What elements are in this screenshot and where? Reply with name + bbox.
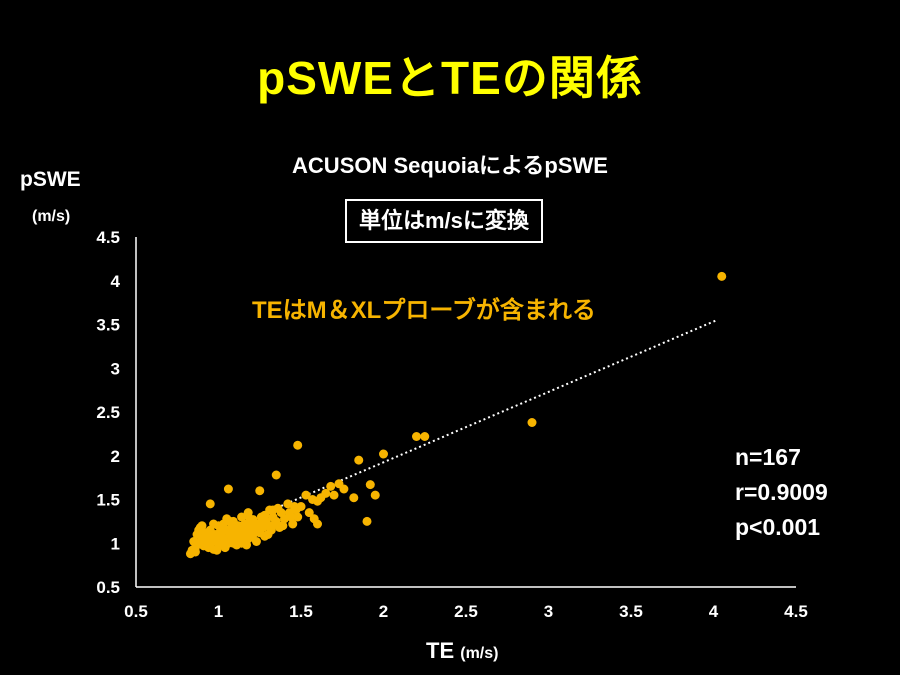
data-point (232, 523, 242, 532)
x-tick-label: 1.5 (289, 602, 313, 621)
data-point (288, 519, 298, 529)
slide-title: pSWEとTEの関係 (257, 52, 643, 104)
x-tick-label: 2.5 (454, 602, 478, 621)
data-point (242, 540, 252, 550)
data-point (205, 499, 215, 509)
data-point (255, 486, 265, 496)
y-tick-label: 1 (111, 534, 120, 553)
x-tick-label: 2 (379, 602, 388, 621)
data-point (190, 547, 200, 557)
probe-note: TEはM＆XLプローブが含まれる (252, 297, 596, 324)
data-point (412, 432, 421, 441)
data-point (321, 488, 331, 498)
data-point (362, 516, 372, 526)
data-point (296, 502, 306, 511)
x-axis-unit: (m/s) (460, 645, 499, 662)
data-point (293, 512, 303, 522)
unit-conversion-box: 単位はm/sに変換 (345, 199, 543, 243)
data-point (218, 525, 228, 535)
data-points (185, 271, 727, 559)
y-axis-label: pSWE (20, 168, 81, 191)
data-point (293, 440, 303, 450)
data-point (420, 432, 430, 441)
data-point (301, 490, 311, 500)
data-point (313, 519, 322, 529)
data-point (240, 530, 250, 539)
data-point (260, 510, 270, 520)
data-point (263, 530, 273, 539)
data-point (245, 514, 255, 524)
x-tick-label: 3 (544, 602, 553, 621)
data-point (365, 480, 375, 490)
y-tick-label: 2 (111, 447, 120, 466)
data-point (326, 481, 336, 491)
x-axis-label: TE (m/s) (426, 638, 498, 664)
data-point (204, 543, 214, 553)
y-tick-label: 4.5 (96, 228, 120, 247)
data-point (271, 470, 281, 480)
x-tick-label: 4.5 (784, 602, 808, 621)
x-tick-label: 3.5 (619, 602, 643, 621)
data-point (194, 525, 204, 535)
data-point (278, 521, 288, 531)
data-point (349, 493, 359, 503)
data-point (212, 545, 222, 555)
data-point (284, 508, 294, 518)
data-point (329, 490, 339, 500)
x-axis-label-text: TE (426, 638, 455, 663)
data-point (220, 543, 230, 553)
data-point (268, 505, 278, 515)
stat-n: n=167 (735, 444, 801, 470)
axes: 0.5 1 1.5 2 2.5 3 3.5 4 4.5 0.5 1 1.5 2 2.5 3 3.5 4 4.5 (96, 228, 807, 621)
slide-subtitle: ACUSON SequoiaによるpSWE (292, 153, 608, 178)
y-tick-label: 4 (111, 272, 121, 291)
stat-p: p<0.001 (735, 514, 821, 540)
data-point (223, 484, 233, 494)
data-point (209, 519, 219, 529)
x-tick-label: 4 (709, 602, 719, 621)
y-axis-unit: (m/s) (32, 208, 71, 225)
data-point (253, 525, 263, 535)
x-tick-label: 0.5 (124, 602, 148, 621)
y-tick-label: 0.5 (96, 578, 120, 597)
data-point (379, 449, 388, 459)
data-point (200, 534, 210, 544)
stat-r: r=0.9009 (735, 479, 828, 505)
data-point (251, 537, 261, 546)
y-tick-label: 3 (111, 359, 120, 378)
data-point (228, 538, 238, 548)
data-point (289, 502, 299, 511)
y-tick-label: 1.5 (96, 491, 120, 510)
data-point (527, 418, 537, 427)
y-tick-label: 3.5 (96, 316, 120, 335)
data-point (225, 516, 235, 526)
data-point (370, 490, 380, 500)
data-point (717, 271, 727, 281)
y-tick-label: 2.5 (96, 403, 120, 422)
data-point (304, 508, 314, 518)
data-point (354, 455, 364, 465)
stats-block: n=167 r=0.9009 p<0.001 (735, 440, 828, 545)
data-point (237, 512, 247, 522)
data-point (270, 519, 280, 529)
x-tick-label: 1 (214, 602, 223, 621)
data-point (339, 484, 349, 494)
